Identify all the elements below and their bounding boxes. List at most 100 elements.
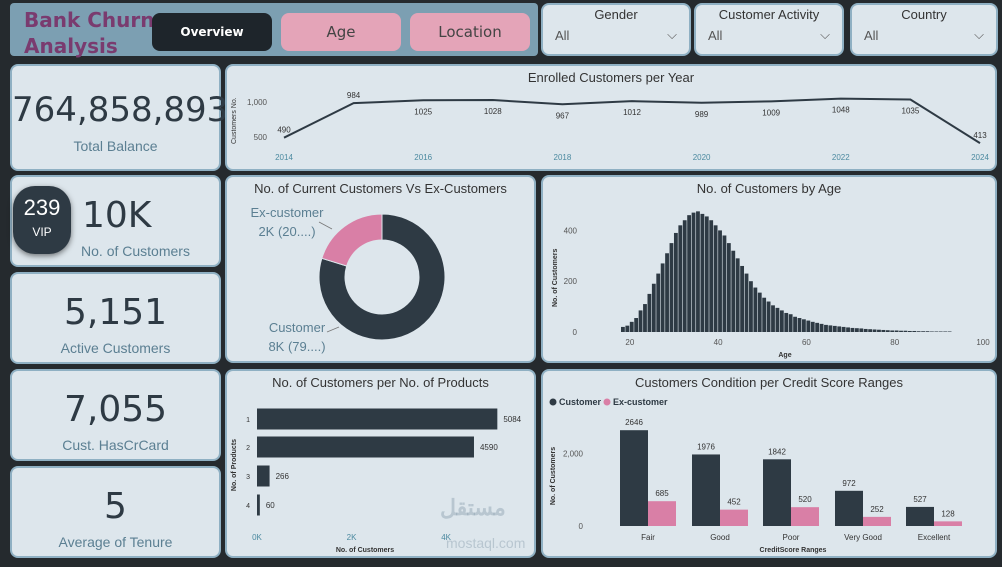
x-tick-label: 60 <box>802 338 811 347</box>
age-bar <box>810 321 815 332</box>
credit-score-chart: Customers Condition per Credit Score Ran… <box>541 369 997 558</box>
age-bar <box>824 324 828 332</box>
age-bar <box>841 326 846 332</box>
data-label: 972 <box>842 479 856 488</box>
age-bar <box>832 325 837 332</box>
age-bar <box>651 283 656 332</box>
hascrcard-card: 7,055 Cust. HasCrCard <box>10 369 221 461</box>
age-bar <box>629 321 634 332</box>
tab-age[interactable]: Age <box>281 13 401 51</box>
age-bar <box>757 292 762 332</box>
data-label: 266 <box>276 472 290 481</box>
y-tick-label: 4 <box>246 503 250 510</box>
age-bar <box>762 297 767 332</box>
tab-overview[interactable]: Overview <box>152 13 272 51</box>
x-axis-label: CreditScore Ranges <box>760 547 827 554</box>
age-bar <box>930 331 934 332</box>
y-tick-label: 500 <box>254 133 268 142</box>
age-bar <box>731 250 736 332</box>
chart-title: No. of Customers by Age <box>696 181 842 196</box>
data-label: 989 <box>695 110 709 119</box>
enrolled-series-line <box>283 97 981 144</box>
customer-vs-ex-chart: No. of Current Customers Vs Ex-Customers… <box>225 175 536 363</box>
data-label: 5084 <box>503 415 521 424</box>
y-tick-label: 1 <box>246 417 250 424</box>
total-balance-value: 764,858,893 <box>12 90 229 130</box>
age-bar <box>660 263 665 332</box>
age-bar <box>718 230 722 332</box>
credit-bar-customer <box>906 506 934 526</box>
age-bar <box>656 273 661 332</box>
y-tick-label: 3 <box>246 474 250 481</box>
credit-bar-ex-customer <box>934 521 962 526</box>
ex-customer-legend: Ex-customer <box>251 205 325 220</box>
y-tick-label: 2,000 <box>563 450 584 459</box>
credit-bar-ex-customer <box>863 516 891 526</box>
data-label: 413 <box>973 131 987 140</box>
y-tick-label: 400 <box>564 226 578 235</box>
age-bar <box>863 328 868 332</box>
age-bar <box>802 319 806 332</box>
product-bar <box>257 408 498 430</box>
age-bar <box>793 316 797 332</box>
gender-dropdown[interactable]: All ⌵ <box>551 24 681 46</box>
dropdown-value: All <box>864 27 879 43</box>
x-tick-label: Good <box>710 533 730 542</box>
x-axis-label: Age <box>778 352 791 359</box>
x-tick-label: 2016 <box>414 153 432 162</box>
x-tick-label: Very Good <box>844 533 882 542</box>
x-tick-label: 80 <box>890 338 899 347</box>
age-bar <box>868 329 873 332</box>
legend-customer-marker <box>549 398 557 406</box>
x-tick-label: Fair <box>641 533 655 542</box>
country-filter: Country All ⌵ <box>850 3 998 56</box>
age-bar <box>735 258 740 332</box>
legend-customer: Customer <box>559 397 602 407</box>
age-bar <box>696 211 700 332</box>
data-label: 1035 <box>902 107 920 116</box>
data-label: 685 <box>655 489 669 498</box>
country-dropdown[interactable]: All ⌵ <box>860 24 988 46</box>
x-axis-label: No. of Customers <box>336 547 394 554</box>
x-tick-label: 4K <box>441 533 451 542</box>
age-bar <box>788 314 793 332</box>
x-tick-label: 2018 <box>554 153 572 162</box>
gender-filter: Gender All ⌵ <box>541 3 691 56</box>
customers-by-age-chart: No. of Customers by Age No. of Customers… <box>541 175 997 363</box>
total-balance-label: Total Balance <box>73 138 158 154</box>
data-label: 252 <box>870 505 884 514</box>
filter-label: Customer Activity <box>718 7 820 22</box>
age-bar <box>775 307 780 332</box>
page-title: Bank Churn Analysis <box>24 8 155 58</box>
age-bar <box>947 331 952 332</box>
total-balance-card: 764,858,893 Total Balance <box>10 64 229 171</box>
filter-label: Gender <box>594 7 638 22</box>
customer-activity-dropdown[interactable]: All ⌵ <box>704 24 834 46</box>
data-label: 452 <box>727 498 741 507</box>
age-bar <box>894 330 899 332</box>
product-bar <box>257 494 260 516</box>
age-bar <box>625 325 630 332</box>
legend-ex-customer: Ex-customer <box>613 397 668 407</box>
data-label: 1842 <box>768 447 786 456</box>
age-bar <box>877 329 881 332</box>
age-bar <box>665 253 669 332</box>
age-bar <box>925 331 930 332</box>
x-tick-label: Excellent <box>918 533 951 542</box>
data-label: 967 <box>556 111 570 120</box>
age-bar <box>753 287 758 332</box>
product-bar <box>257 436 474 458</box>
active-customers-label: Active Customers <box>60 340 171 356</box>
age-bar <box>899 330 903 332</box>
credit-chart-svg: Customer Ex-customer No. of Customers Cr… <box>549 397 962 554</box>
age-bar <box>709 220 714 332</box>
tab-location[interactable]: Location <box>410 13 530 51</box>
active-customers-card: 5,151 Active Customers <box>10 272 221 364</box>
y-axis-label: Customers No. <box>231 97 238 144</box>
line-chart-svg: Customers No. 500 1,000 2014 2016 2018 2020 20… <box>231 91 989 162</box>
vip-count: 239 <box>23 195 61 220</box>
credit-bar-customer <box>763 459 791 526</box>
enrolled-per-year-chart: Enrolled Customers per Year Customers No… <box>225 64 997 171</box>
credit-bar-ex-customer <box>791 507 819 526</box>
